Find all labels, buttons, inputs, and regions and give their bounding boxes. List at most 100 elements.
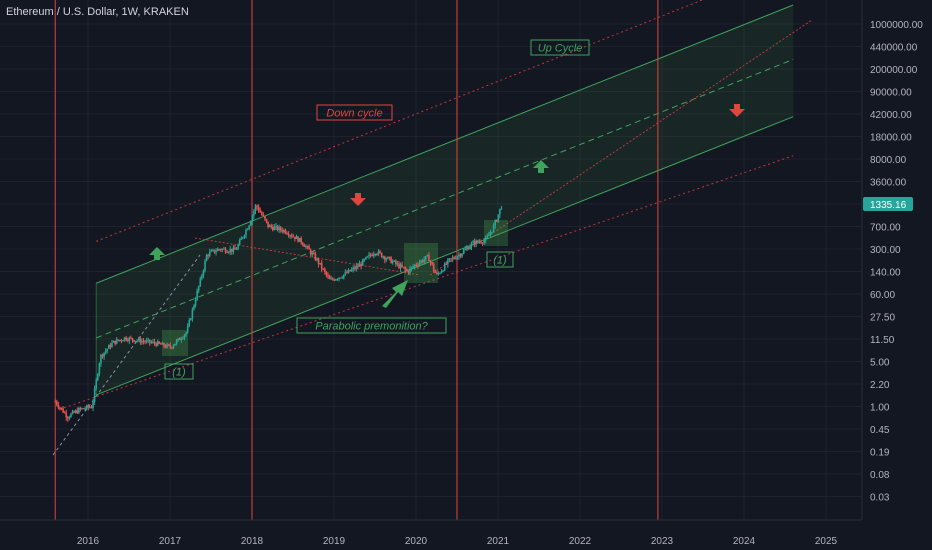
- candle-body: [164, 346, 167, 348]
- price-tick-label: 140.00: [870, 268, 901, 279]
- candle-body: [101, 354, 104, 357]
- candle-body: [467, 247, 470, 250]
- candle-body: [111, 342, 113, 347]
- candle-body: [126, 340, 129, 342]
- candle-body: [139, 338, 142, 343]
- candle-body: [341, 277, 343, 279]
- price-axis-bg: [862, 0, 932, 550]
- candle-body: [96, 374, 99, 380]
- time-axis[interactable]: 2016 2017 2018 2019 2020 2021 2022 2023 2024 2025: [77, 536, 838, 547]
- candle-body: [227, 251, 230, 253]
- candle-body: [112, 340, 115, 343]
- candle-body: [289, 235, 291, 237]
- candle-body: [417, 265, 419, 267]
- candle-body: [333, 279, 336, 281]
- candle-body: [472, 241, 474, 244]
- candle-body: [253, 210, 255, 216]
- candle-body: [87, 405, 90, 408]
- candle-body: [190, 318, 192, 321]
- candle-body: [279, 227, 282, 230]
- candle-body: [275, 226, 277, 228]
- price-axis[interactable]: 1000000.00 440000.00 200000.00 90000.00 4200…: [863, 20, 923, 504]
- candle-body: [202, 270, 205, 276]
- channel-mid-line: [96, 58, 794, 339]
- candle-body: [177, 338, 179, 341]
- candle-body: [243, 235, 246, 238]
- candle-body: [410, 267, 413, 269]
- candle-body: [368, 254, 370, 257]
- red-down-arrow-icon: [350, 193, 366, 206]
- candle-body: [136, 340, 138, 342]
- candle-body: [141, 340, 143, 343]
- candle-body: [395, 260, 397, 264]
- price-tick-label: 0.08: [870, 470, 890, 481]
- candle-body: [331, 278, 334, 280]
- candle-body: [256, 205, 258, 207]
- candle-body: [322, 268, 325, 270]
- candle-body: [495, 220, 498, 222]
- candle-body: [361, 259, 364, 266]
- candle-body: [497, 214, 500, 222]
- candle-body: [245, 229, 247, 236]
- candle-body: [404, 267, 407, 270]
- candle-body: [234, 247, 236, 250]
- candle-body: [57, 404, 60, 408]
- candle-body: [344, 272, 347, 275]
- candle-body: [93, 388, 96, 402]
- candle-body: [349, 269, 351, 272]
- candle-body: [309, 249, 312, 255]
- candle-body: [297, 236, 299, 242]
- candle-body: [424, 256, 427, 260]
- candle-body: [409, 268, 411, 273]
- candle-body: [63, 412, 66, 414]
- candle-body: [399, 264, 402, 269]
- candle-body: [106, 348, 109, 351]
- candle-body: [226, 252, 228, 254]
- candle-body: [125, 337, 127, 341]
- candle-body: [182, 337, 184, 339]
- candle-body: [406, 269, 408, 271]
- candle-body: [462, 250, 465, 254]
- candle-body: [103, 352, 105, 357]
- candle-body: [59, 407, 61, 409]
- candle-body: [372, 254, 375, 256]
- candle-body: [437, 273, 440, 275]
- candle-body: [445, 263, 448, 265]
- candle-body: [305, 246, 307, 248]
- outer-upper-dotted: [96, 0, 704, 242]
- candle-body: [459, 254, 462, 257]
- candle-body: [163, 342, 165, 347]
- time-tick-label: 2017: [159, 536, 182, 547]
- candle-body: [391, 261, 394, 264]
- candle-body: [481, 242, 484, 244]
- candle-body: [104, 350, 107, 353]
- candle-body: [54, 401, 56, 403]
- candle-body: [134, 340, 137, 342]
- candle-body: [470, 243, 473, 247]
- candle-body: [122, 340, 124, 342]
- candle-body: [484, 238, 487, 241]
- price-tick-label: 11.50: [870, 335, 895, 346]
- candle-body: [78, 408, 80, 414]
- candle-body: [160, 343, 162, 345]
- candle-body: [183, 334, 186, 338]
- red-down-arrow-icon: [729, 104, 745, 117]
- candle-body: [303, 245, 306, 247]
- arrows-layer: [149, 104, 745, 308]
- candle-body: [453, 257, 455, 259]
- candle-body: [149, 339, 151, 343]
- price-tick-label: 700.00: [870, 223, 901, 234]
- candle-body: [494, 220, 496, 226]
- candle-body: [461, 253, 463, 257]
- candle-body: [89, 407, 91, 409]
- time-tick-label: 2025: [815, 536, 838, 547]
- candle-body: [109, 345, 112, 347]
- candle-body: [486, 236, 489, 239]
- candle-body: [82, 408, 85, 410]
- candle-body: [442, 270, 444, 272]
- green-up-arrow-icon: [149, 247, 165, 260]
- annotation-box: [530, 39, 590, 56]
- chart-title: Ethereum / U.S. Dollar, 1W, KRAKEN: [6, 6, 189, 18]
- time-tick-label: 2016: [77, 536, 100, 547]
